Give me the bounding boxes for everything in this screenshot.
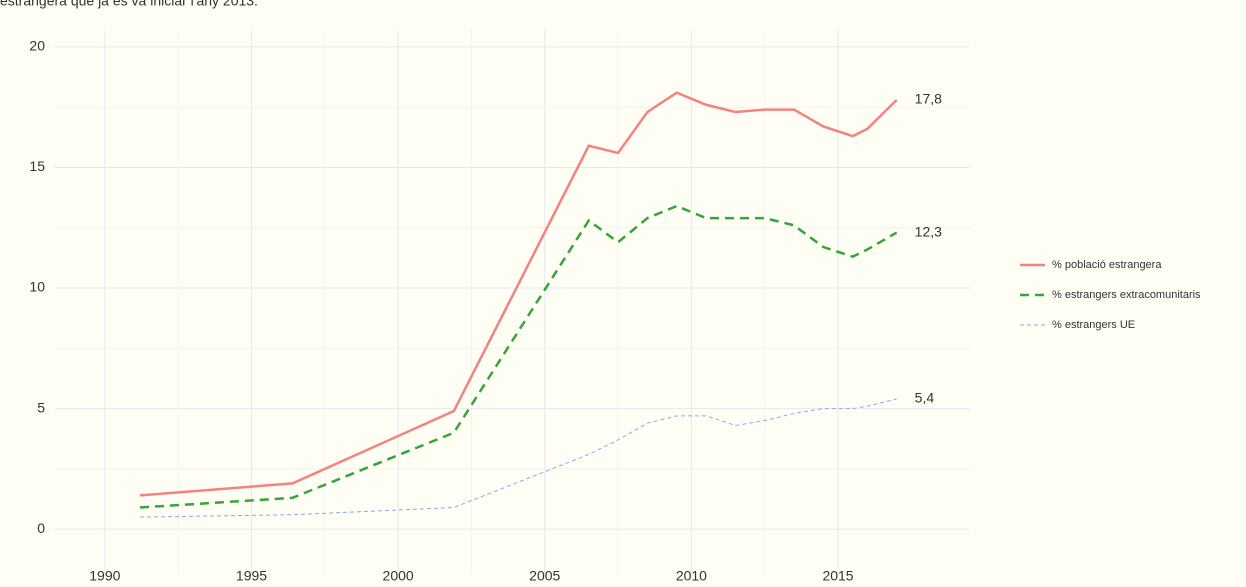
value-label: 17,8 (915, 91, 942, 107)
x-tick-label: 1990 (89, 568, 120, 584)
x-tick-label: 2010 (676, 568, 707, 584)
y-tick-label: 5 (37, 399, 45, 415)
y-tick-label: 0 (37, 520, 45, 536)
series-line (139, 91, 898, 497)
x-tick-label: 1995 (236, 568, 267, 584)
x-tick-label: 2000 (383, 568, 414, 584)
legend-label: % estrangers UE (1052, 319, 1135, 331)
legend-label: % població estrangera (1052, 259, 1162, 271)
y-tick-label: 15 (29, 158, 45, 174)
chart-subtitle: estrangera que ja es va iniciar l'any 20… (0, 0, 258, 9)
legend-label: % estrangers extracomunitaris (1052, 289, 1201, 301)
value-label: 5,4 (915, 390, 935, 406)
x-tick-label: 2005 (529, 568, 560, 584)
series-line (139, 204, 898, 509)
x-tick-label: 2015 (822, 568, 853, 584)
y-tick-label: 10 (29, 279, 45, 295)
y-tick-label: 20 (29, 38, 45, 54)
value-label: 12,3 (915, 223, 942, 239)
